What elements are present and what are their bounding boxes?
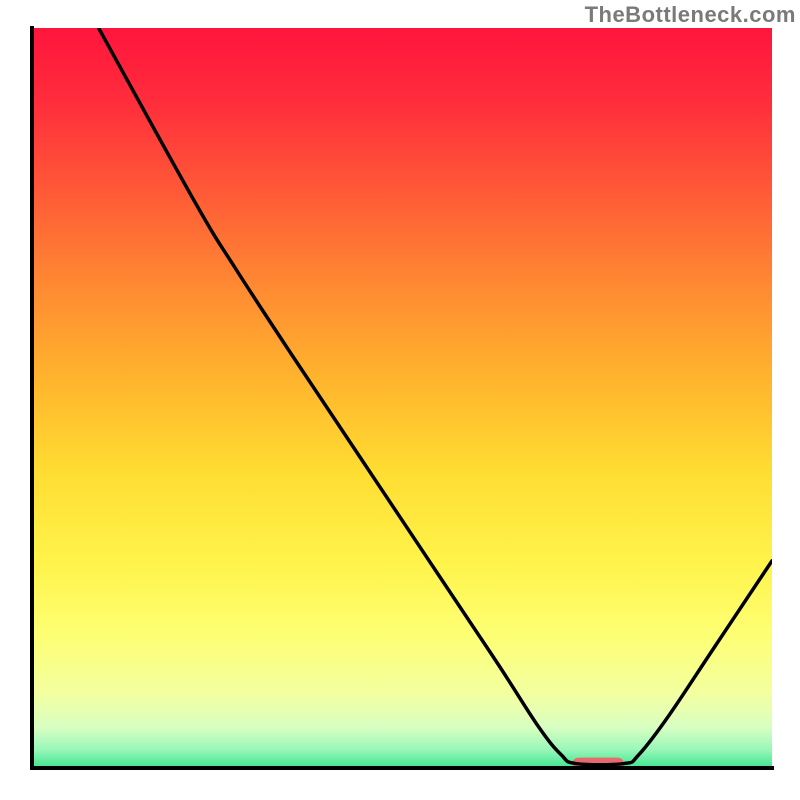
chart-background [32,28,772,768]
bottleneck-chart: TheBottleneck.com [0,0,800,800]
chart-svg [0,0,800,800]
